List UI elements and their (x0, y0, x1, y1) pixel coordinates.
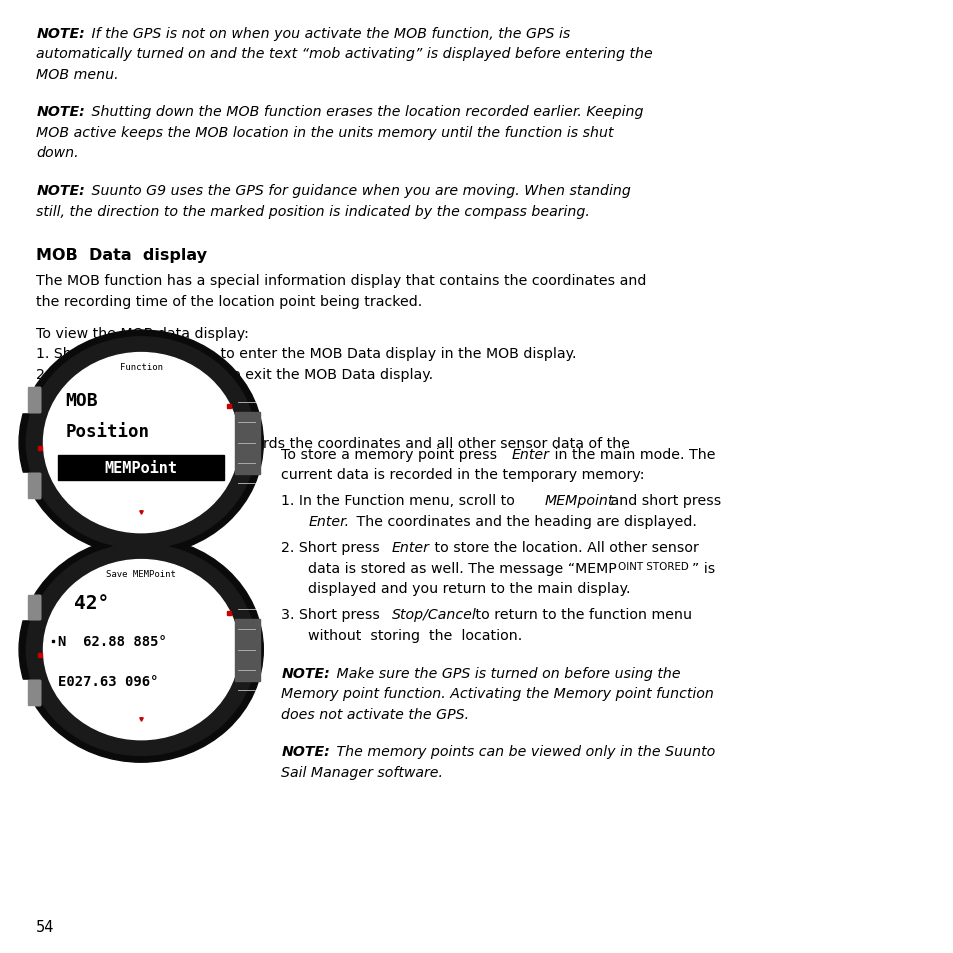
Text: To view the MOB data display:: To view the MOB data display: (36, 326, 249, 340)
Text: SUUNTO: SUUNTO (123, 727, 159, 737)
Bar (28, 388, 40, 413)
Text: to return to the function menu: to return to the function menu (471, 608, 692, 621)
Ellipse shape (27, 544, 255, 756)
Bar (28, 680, 40, 705)
Text: Suunto G9 uses the GPS for guidance when you are moving. When standing: Suunto G9 uses the GPS for guidance when… (87, 184, 630, 198)
Text: 3. Short press: 3. Short press (281, 608, 384, 621)
Bar (17, 595, 40, 619)
Ellipse shape (19, 331, 263, 556)
Bar (28, 595, 40, 619)
Text: Stop/Cancel: Stop/Cancel (392, 608, 476, 621)
Text: 2. Short press: 2. Short press (281, 540, 384, 555)
Text: current  location.: current location. (36, 457, 157, 472)
Text: 2. Short press: 2. Short press (36, 367, 139, 381)
Text: ” is: ” is (691, 561, 714, 575)
Text: Stop/Cancel: Stop/Cancel (143, 367, 228, 381)
Text: The memory points can be viewed only in the Suunto: The memory points can be viewed only in … (332, 744, 715, 759)
Text: Start/Data: Start/Data (143, 347, 215, 361)
Text: current data is recorded in the temporary memory:: current data is recorded in the temporar… (281, 468, 644, 481)
Text: 3.8.3  Memory  Point: 3.8.3 Memory Point (36, 411, 225, 426)
Text: MOB active keeps the MOB location in the units memory until the function is shut: MOB active keeps the MOB location in the… (36, 126, 613, 140)
Text: N  62.88 885°: N 62.88 885° (58, 634, 167, 648)
Bar (17, 474, 40, 498)
Bar (17, 680, 40, 705)
Text: Enter: Enter (511, 447, 549, 461)
Text: Memory point function. Activating the Memory point function: Memory point function. Activating the Me… (281, 686, 714, 700)
Text: The coordinates and the heading are displayed.: The coordinates and the heading are disp… (352, 515, 697, 528)
Text: Sail Manager software.: Sail Manager software. (281, 765, 443, 779)
Ellipse shape (44, 354, 238, 533)
Ellipse shape (44, 560, 238, 740)
Text: without  storing  the  location.: without storing the location. (308, 628, 522, 642)
Bar (58, 456, 224, 480)
Text: MOB menu.: MOB menu. (36, 68, 119, 82)
Bar (17, 388, 40, 413)
Text: Enter: Enter (392, 540, 430, 555)
Text: NOTE:: NOTE: (36, 184, 85, 198)
Text: to store the location. All other sensor: to store the location. All other sensor (430, 540, 699, 555)
Text: Function: Function (119, 362, 163, 371)
Text: Position: Position (66, 423, 150, 441)
Text: does not activate the GPS.: does not activate the GPS. (281, 707, 469, 720)
Text: NOTE:: NOTE: (281, 666, 330, 679)
Text: MOB  Data  display: MOB Data display (36, 248, 207, 263)
Text: to exit the MOB Data display.: to exit the MOB Data display. (222, 367, 433, 381)
Bar (235, 619, 259, 680)
Text: 1. Short press: 1. Short press (36, 347, 139, 361)
Text: SUUNTO: SUUNTO (123, 520, 159, 530)
Text: The Memory point function records the coordinates and all other sensor data of t: The Memory point function records the co… (36, 436, 630, 451)
Bar (28, 474, 40, 498)
Text: 1. In the Function menu, scroll to: 1. In the Function menu, scroll to (281, 494, 519, 508)
Ellipse shape (19, 537, 263, 762)
Text: The MOB function has a special information display that contains the coordinates: The MOB function has a special informati… (36, 274, 646, 288)
Text: NOTE:: NOTE: (36, 105, 85, 119)
Text: Save MEMPoint: Save MEMPoint (106, 569, 176, 578)
Ellipse shape (27, 337, 255, 549)
Text: 42°: 42° (74, 593, 110, 612)
Text: automatically turned on and the text “mob activating” is displayed before enteri: automatically turned on and the text “mo… (36, 47, 652, 61)
Text: To store a memory point press: To store a memory point press (281, 447, 501, 461)
Text: the recording time of the location point being tracked.: the recording time of the location point… (36, 294, 422, 309)
Text: NOTE:: NOTE: (281, 744, 330, 759)
Text: Make sure the GPS is turned on before using the: Make sure the GPS is turned on before us… (332, 666, 679, 679)
Text: down.: down. (36, 146, 79, 160)
Text: and short press: and short press (605, 494, 720, 508)
Text: E027.63 096°: E027.63 096° (58, 675, 158, 688)
Text: If the GPS is not on when you activate the MOB function, the GPS is: If the GPS is not on when you activate t… (87, 27, 570, 41)
Text: Enter.: Enter. (308, 515, 349, 528)
Text: in the main mode. The: in the main mode. The (549, 447, 714, 461)
Text: still, the direction to the marked position is indicated by the compass bearing.: still, the direction to the marked posit… (36, 204, 590, 218)
Text: MOB: MOB (66, 392, 98, 410)
Bar (235, 413, 259, 474)
Text: displayed and you return to the main display.: displayed and you return to the main dis… (308, 581, 630, 596)
Text: MEMPoint: MEMPoint (105, 460, 177, 476)
Text: Shutting down the MOB function erases the location recorded earlier. Keeping: Shutting down the MOB function erases th… (87, 105, 642, 119)
Text: to enter the MOB Data display in the MOB display.: to enter the MOB Data display in the MOB… (215, 347, 576, 361)
Text: MEMpoint: MEMpoint (544, 494, 614, 508)
Text: NOTE:: NOTE: (36, 27, 85, 41)
Text: 54: 54 (36, 919, 54, 934)
Text: OINT STORED: OINT STORED (618, 561, 688, 571)
Text: data is stored as well. The message “MEMP: data is stored as well. The message “MEM… (308, 561, 617, 575)
